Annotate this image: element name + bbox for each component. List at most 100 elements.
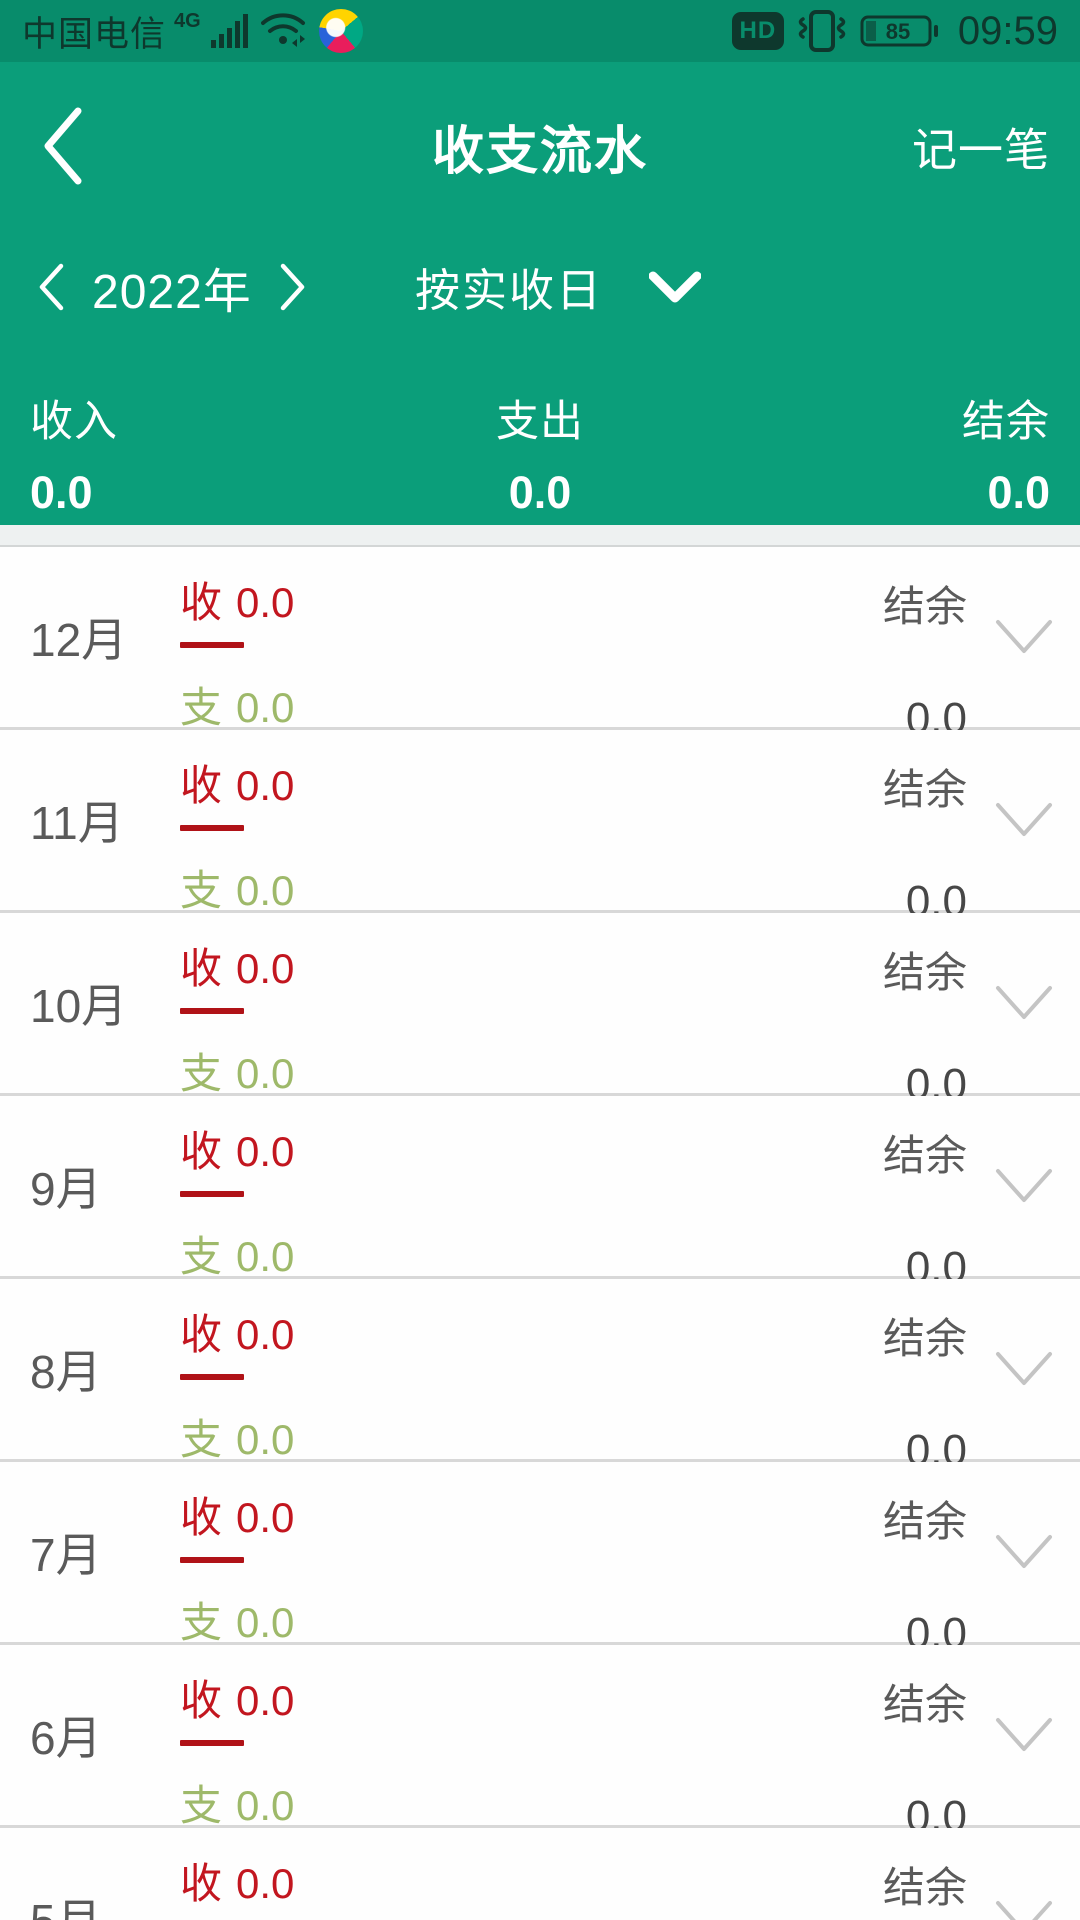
expense-total: 0.0 bbox=[508, 467, 572, 518]
back-button[interactable] bbox=[40, 101, 100, 191]
balance-label: 结余 bbox=[882, 1681, 967, 1728]
sort-dropdown[interactable]: 按实收日 bbox=[414, 254, 702, 319]
balance-label: 结余 bbox=[882, 1315, 967, 1362]
month-row[interactable]: 7月 收 0.0 支 0.0 结余 0.0 bbox=[0, 1462, 1080, 1668]
income-line: 收 0.0 bbox=[180, 569, 294, 648]
expense-amount: 支 0.0 bbox=[180, 1233, 295, 1280]
balance-label: 结余 bbox=[882, 1132, 967, 1179]
balance-block: 结余 0.0 bbox=[883, 730, 967, 927]
chevron-down-icon bbox=[996, 1169, 1052, 1202]
status-bar: 中国电信 4G HD bbox=[0, 0, 1080, 62]
income-amount: 收 0.0 bbox=[180, 1677, 295, 1724]
page-title: 收支流水 bbox=[431, 122, 648, 181]
month-list: 12月 收 0.0 支 0.0 结余 0.0 1 bbox=[0, 547, 1080, 1920]
month-row[interactable]: 12月 收 0.0 支 0.0 结余 0.0 bbox=[0, 547, 1080, 753]
add-record-button[interactable]: 记一笔 bbox=[911, 124, 1050, 176]
income-amount: 收 0.0 bbox=[180, 1494, 295, 1541]
summary-bar: 收入 0.0 支出 0.0 结余 0.0 bbox=[0, 343, 1080, 525]
chevron-down-icon bbox=[996, 1352, 1052, 1385]
income-total: 0.0 bbox=[30, 467, 93, 518]
income-line: 收 0.0 bbox=[180, 1667, 294, 1746]
balance-block: 结余 0.0 bbox=[883, 1096, 967, 1293]
status-bar-right: HD 85 09:59 bbox=[731, 9, 1058, 54]
app-header: 收支流水 记一笔 bbox=[0, 62, 1080, 230]
balance-block: 结余 0.0 bbox=[883, 1645, 967, 1842]
income-amount: 收 0.0 bbox=[180, 1311, 295, 1358]
income-underline bbox=[180, 642, 244, 648]
expense-line: 支 0.0 bbox=[180, 1406, 294, 1485]
expand-row-button[interactable] bbox=[994, 1715, 1054, 1755]
balance-block: 结余 0.0 bbox=[883, 913, 967, 1110]
month-label: 5月 bbox=[30, 1885, 102, 1920]
income-amount: 收 0.0 bbox=[180, 1860, 295, 1907]
income-amount: 收 0.0 bbox=[180, 945, 295, 992]
expand-row-button[interactable] bbox=[994, 617, 1054, 657]
balance-label: 结余 bbox=[882, 949, 967, 996]
sort-label: 按实收日 bbox=[414, 265, 604, 316]
income-amount: 收 0.0 bbox=[180, 579, 295, 626]
expand-row-button[interactable] bbox=[994, 1532, 1054, 1572]
balance-block: 结余 0.0 bbox=[883, 547, 967, 744]
income-line: 收 0.0 bbox=[180, 935, 294, 1014]
expense-amount: 支 0.0 bbox=[180, 1416, 295, 1463]
income-amount: 收 0.0 bbox=[180, 1128, 295, 1175]
income-line: 收 0.0 bbox=[180, 1850, 294, 1920]
balance-block: 结余 0.0 bbox=[883, 1828, 967, 1920]
expense-line: 支 0.0 bbox=[180, 857, 294, 936]
month-row[interactable]: 10月 收 0.0 支 0.0 结余 0.0 bbox=[0, 913, 1080, 1119]
income-underline bbox=[180, 1740, 244, 1746]
balance-block: 结余 0.0 bbox=[883, 1462, 967, 1659]
battery-level-text: 85 bbox=[886, 19, 910, 44]
carrier-label: 中国电信 bbox=[22, 14, 167, 54]
month-label: 6月 bbox=[30, 1712, 102, 1764]
month-row[interactable]: 6月 收 0.0 支 0.0 结余 0.0 bbox=[0, 1645, 1080, 1851]
balance-block: 结余 0.0 bbox=[883, 1279, 967, 1476]
expand-row-button[interactable] bbox=[994, 800, 1054, 840]
income-underline bbox=[180, 1557, 244, 1563]
income-amount: 收 0.0 bbox=[180, 762, 295, 809]
chevron-right-icon[interactable] bbox=[280, 263, 306, 311]
expand-row-button[interactable] bbox=[994, 983, 1054, 1023]
summary-balance: 结余 0.0 bbox=[710, 387, 1050, 525]
month-row[interactable]: 9月 收 0.0 支 0.0 结余 0.0 bbox=[0, 1096, 1080, 1302]
expense-amount: 支 0.0 bbox=[180, 684, 295, 731]
year-label[interactable]: 2022年 bbox=[92, 265, 252, 319]
battery-icon: 85 bbox=[860, 15, 938, 47]
expand-row-button[interactable] bbox=[994, 1166, 1054, 1206]
expense-amount: 支 0.0 bbox=[180, 1050, 295, 1097]
signal-strength-icon bbox=[210, 14, 248, 48]
balance-total: 0.0 bbox=[987, 467, 1050, 518]
chevron-down-icon bbox=[996, 1718, 1052, 1751]
wifi-icon bbox=[260, 13, 305, 47]
expense-line: 支 0.0 bbox=[180, 1772, 294, 1851]
chevron-left-icon[interactable] bbox=[38, 263, 64, 311]
vibrate-icon bbox=[798, 10, 846, 52]
month-row[interactable]: 5月 收0.0 支0.0 结余 0.0 bbox=[0, 1828, 1080, 1920]
flow-block: 收0.0 支0.0 bbox=[180, 1828, 294, 1920]
month-row[interactable]: 11月 收 0.0 支 0.0 结余 0.0 bbox=[0, 730, 1080, 936]
chevron-down-icon bbox=[996, 620, 1052, 653]
expand-row-button[interactable] bbox=[994, 1898, 1054, 1920]
month-label: 12月 bbox=[30, 614, 128, 666]
month-label: 9月 bbox=[30, 1163, 102, 1215]
expense-amount: 支 0.0 bbox=[180, 867, 295, 914]
balance-label: 结余 bbox=[882, 1864, 967, 1911]
month-row[interactable]: 8月 收 0.0 支 0.0 结余 0.0 bbox=[0, 1279, 1080, 1485]
income-line: 收 0.0 bbox=[180, 752, 294, 831]
balance-label: 结余 bbox=[882, 766, 967, 813]
income-underline bbox=[180, 1008, 244, 1014]
balance-label: 结余 bbox=[882, 1498, 967, 1545]
expand-row-button[interactable] bbox=[994, 1349, 1054, 1389]
income-line: 收 0.0 bbox=[180, 1301, 294, 1380]
chevron-down-icon bbox=[996, 803, 1052, 836]
status-bar-left: 中国电信 4G bbox=[22, 6, 363, 57]
balance-label: 结余 bbox=[962, 398, 1050, 446]
income-label: 收入 bbox=[30, 398, 118, 446]
